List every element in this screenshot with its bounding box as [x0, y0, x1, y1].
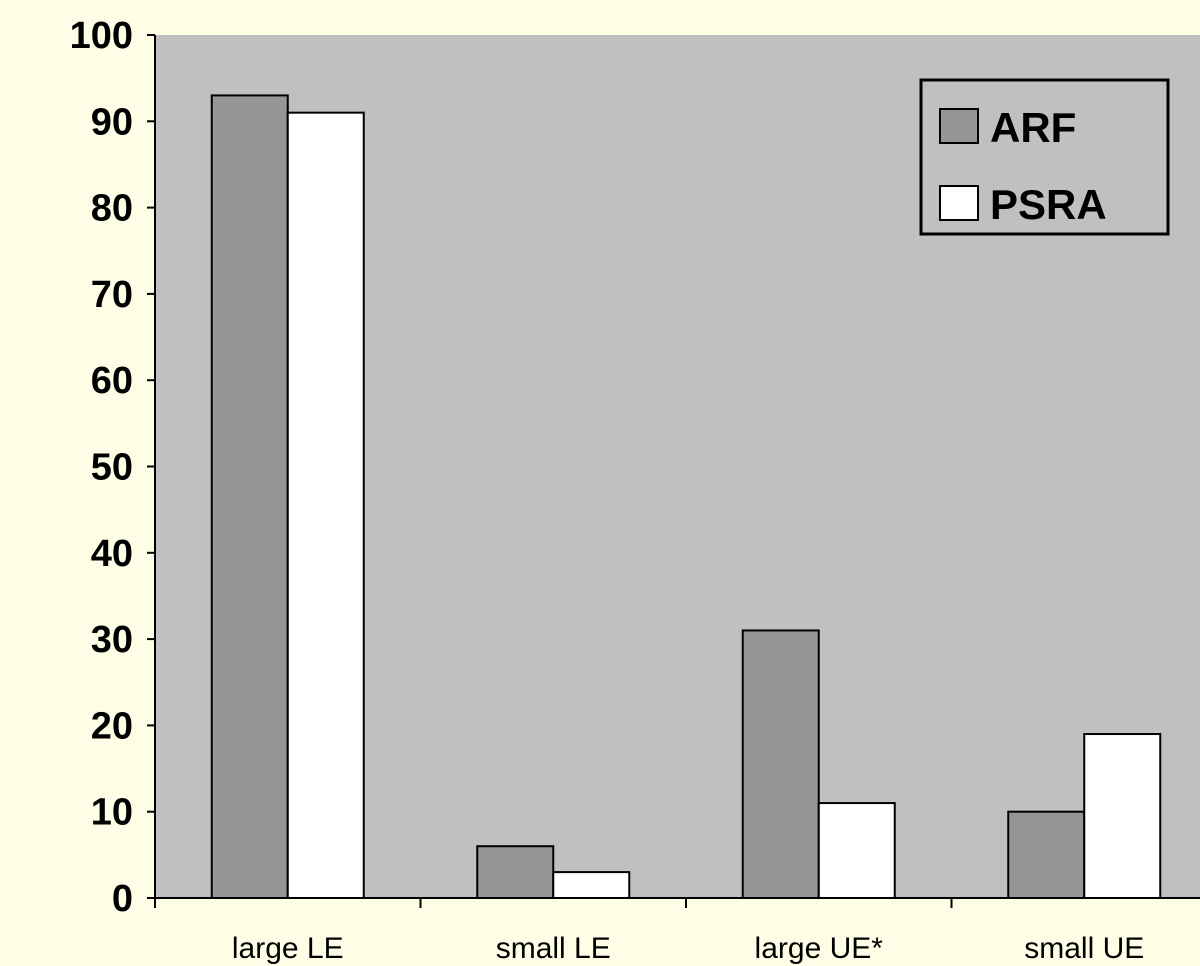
bar-arf-large-le [210, 94, 289, 900]
y-tick-label: 90 [91, 101, 133, 143]
y-tick-label: 40 [91, 533, 133, 575]
y-tick-label: 20 [91, 705, 133, 747]
legend-label-psra: PSRA [990, 181, 1107, 228]
legend-swatch-psra [939, 185, 979, 221]
bar-psra-large-ue [817, 802, 896, 900]
bar-arf-large-ue [741, 629, 820, 899]
y-tick-label: 60 [91, 360, 133, 402]
bar-psra-small-ue [1083, 733, 1162, 900]
legend-label-arf: ARF [990, 104, 1076, 151]
y-tick-label: 10 [91, 792, 133, 834]
bar-psra-small-le [552, 871, 631, 899]
y-tick-label: 30 [91, 619, 133, 661]
x-tick-label: large UE* [755, 932, 884, 965]
x-tick-label: large LE [232, 932, 344, 965]
y-tick-label: 70 [91, 274, 133, 316]
y-tick-label: 100 [70, 15, 133, 57]
y-tick-label: 0 [112, 878, 133, 920]
legend: ARF PSRA [919, 78, 1170, 236]
bar-arf-small-ue [1007, 810, 1086, 900]
y-tick-label: 50 [91, 447, 133, 489]
bar-arf-small-le [476, 845, 555, 899]
x-tick-label: small UE [1024, 932, 1144, 965]
x-tick-label: small LE [496, 932, 611, 965]
legend-swatch-arf [939, 108, 979, 144]
bar-psra-large-le [286, 111, 365, 900]
y-tick-label: 80 [91, 188, 133, 230]
